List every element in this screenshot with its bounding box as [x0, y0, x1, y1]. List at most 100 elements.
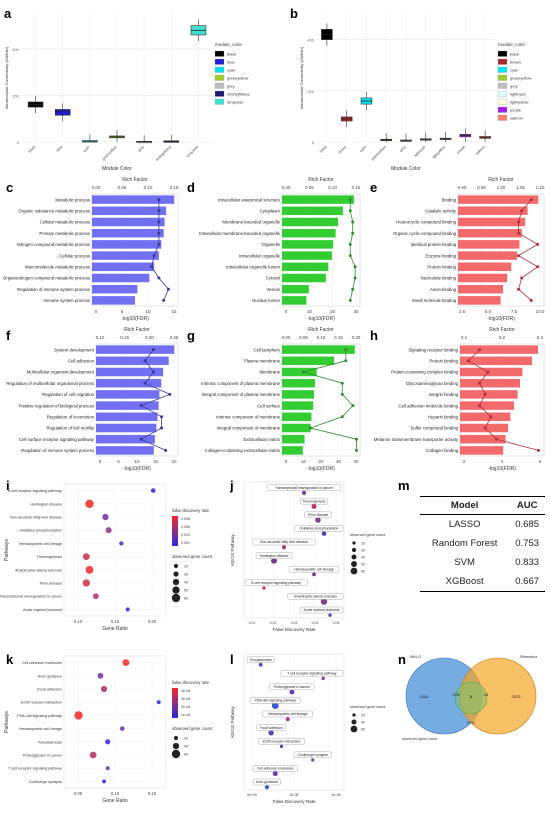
size-legend-label: 30: [361, 548, 365, 552]
top-tick-label: 0.05: [118, 185, 127, 190]
dot-plot-i: 0.10 0.15 0.20 Gene Ratio Pathways B cell rec…: [0, 483, 213, 632]
category-label: Regulation of cell migration: [42, 392, 94, 397]
size-legend-label: 60: [184, 597, 188, 601]
x-tick-label: 0.05: [74, 791, 83, 796]
bar-Cell adhesion: [96, 356, 169, 366]
legend-label: greenyellow: [227, 76, 248, 81]
rich-factor-point: [348, 209, 352, 213]
y-tick-label: 400: [307, 38, 314, 43]
bar-Catalytic activity: [458, 206, 528, 216]
bottom-tick-label: 2: [463, 459, 466, 464]
dot-Hematopoietic cell lineage: [119, 726, 125, 731]
x-axis-title: Gene Ratio: [102, 798, 128, 804]
dot-Acute myeloid leukemia: [125, 607, 130, 612]
category-label: Cell periphery: [253, 347, 280, 352]
x-tick-label: turquoise: [186, 145, 199, 158]
box-plot-a: 0 200 400 black blue cyan greenyellow grey midni…: [4, 14, 250, 172]
category-label: Regulation of locomotion: [47, 415, 95, 420]
x-tick-label: 0.10: [111, 791, 120, 796]
rich-factor-point: [529, 198, 533, 202]
dot-Amyotrophic lateral sclerosis: [85, 565, 94, 574]
legend-label: grey: [510, 84, 518, 89]
dot-Cholinergic synapse: [102, 779, 107, 784]
size-legend-label: 60: [361, 727, 365, 731]
dot-Hematopoietic cell lineage: [285, 717, 290, 722]
rich-factor-point: [478, 381, 482, 385]
pathway-label-box: [262, 710, 313, 718]
size-legend-dot: [172, 578, 180, 586]
size-legend-label: 40: [361, 720, 365, 724]
category-label: Primary metabolic process: [39, 231, 90, 236]
legend-size-title: observed gene count: [350, 705, 386, 709]
rich-factor-point: [517, 287, 521, 291]
category-label: Plasma membrane: [244, 359, 281, 364]
model-name: XGBoost: [420, 572, 510, 592]
dot-plot-l: 0e+00 2e-08 4e-08 False Discovery Rate KEGG …: [230, 653, 386, 804]
legend-swatch: [214, 74, 225, 81]
x-axis-title: Module Color: [102, 166, 132, 172]
pathway-label: Hematopoietic cell lineage: [268, 712, 308, 716]
rich-factor-point: [157, 276, 161, 280]
table-row: Random Forest 0.753: [420, 534, 545, 553]
rich-factor-point: [143, 359, 147, 363]
category-label: Nuclear lumen: [252, 298, 280, 303]
bottom-tick-label: 20: [318, 459, 324, 464]
rich-factor-point: [344, 348, 348, 352]
legend-swatch: [214, 90, 225, 97]
dot-Axon guidance: [264, 785, 270, 790]
pathway-label-box: [294, 525, 344, 532]
size-legend-label: 50: [184, 589, 188, 593]
bar-Intracellular organelle lumen: [282, 262, 329, 272]
x-tick-label: 0.04: [312, 621, 319, 625]
x-tick-label: 2e-08: [290, 793, 299, 797]
category-label: Cholinergic synapse: [29, 780, 62, 784]
y-tick-label: 400: [12, 47, 19, 52]
rich-factor-point: [354, 448, 358, 452]
venn-set-label-bottom: RFM: [467, 721, 475, 725]
category-label: Regulation of multicellular organismal p…: [6, 381, 94, 386]
dot-Focal adhesion: [100, 685, 108, 693]
category-label: Cytosol: [266, 276, 280, 281]
top-tick-label: 1.00: [497, 185, 506, 190]
dot-plot-j: 0.01 0.02 0.03 0.04 0.05 False Discovery Rate…: [230, 481, 386, 632]
category-label: Macromolecule metabolic process: [25, 265, 90, 270]
colorbar-tick-label: 0.008: [181, 517, 190, 521]
x-axis-title: False Discovery Rate: [273, 799, 316, 804]
colorbar-tick-label: 4e-08: [181, 689, 190, 693]
category-label: Catalytic activity: [425, 209, 457, 214]
size-legend-dot: [352, 713, 356, 717]
size-legend-label: 60: [361, 569, 365, 573]
bottom-tick-label: 40: [353, 459, 359, 464]
top-tick-label: 0.05: [299, 335, 308, 340]
y-tick-label: 0: [312, 140, 315, 145]
rich-factor-point: [351, 287, 355, 291]
rich-factor-line: [517, 199, 539, 301]
bar-System development: [96, 345, 175, 354]
rich-factor-point: [353, 265, 357, 269]
category-label: Metabolic process: [55, 197, 90, 202]
dot-Proteoglycans in cancer: [289, 689, 295, 695]
pathway-label-box: [255, 552, 293, 559]
bottom-tick-label: 20: [171, 459, 177, 464]
category-label: Positive regulation of biological proces…: [19, 403, 94, 408]
rich-factor-point: [483, 392, 487, 396]
pathway-label-box: [253, 778, 281, 786]
size-legend-label: 50: [361, 562, 365, 566]
y-axis-title: KEGG Pathway: [230, 533, 235, 565]
category-label: ECM-receptor interaction: [21, 701, 62, 705]
pathway-label-box: [280, 670, 344, 677]
category-label: Vesicle: [266, 287, 280, 292]
pathway-label-box: [267, 484, 341, 491]
bar-chart-f: Rich Factor 0.10 0.15 0.20 0.25 0 5 10 15 20 -log1…: [6, 327, 179, 472]
legend-swatch: [214, 66, 225, 73]
rich-factor-point: [151, 348, 155, 352]
legend-swatch: [497, 66, 508, 73]
rich-factor-point: [520, 209, 524, 213]
bar-chart-d: Rich Factor 0.00 0.05 0.10 0.15 0 10 20 30 -log10…: [199, 177, 361, 322]
top-tick-label: 0.15: [170, 185, 179, 190]
legend-label: brown: [510, 60, 521, 65]
bar-Vesicle: [282, 284, 309, 294]
x-axis-title: -log10(FDR): [307, 316, 335, 322]
top-tick-label: 0.95: [477, 185, 486, 190]
bar-Intracellular membrane-bounded organelle: [282, 228, 336, 238]
